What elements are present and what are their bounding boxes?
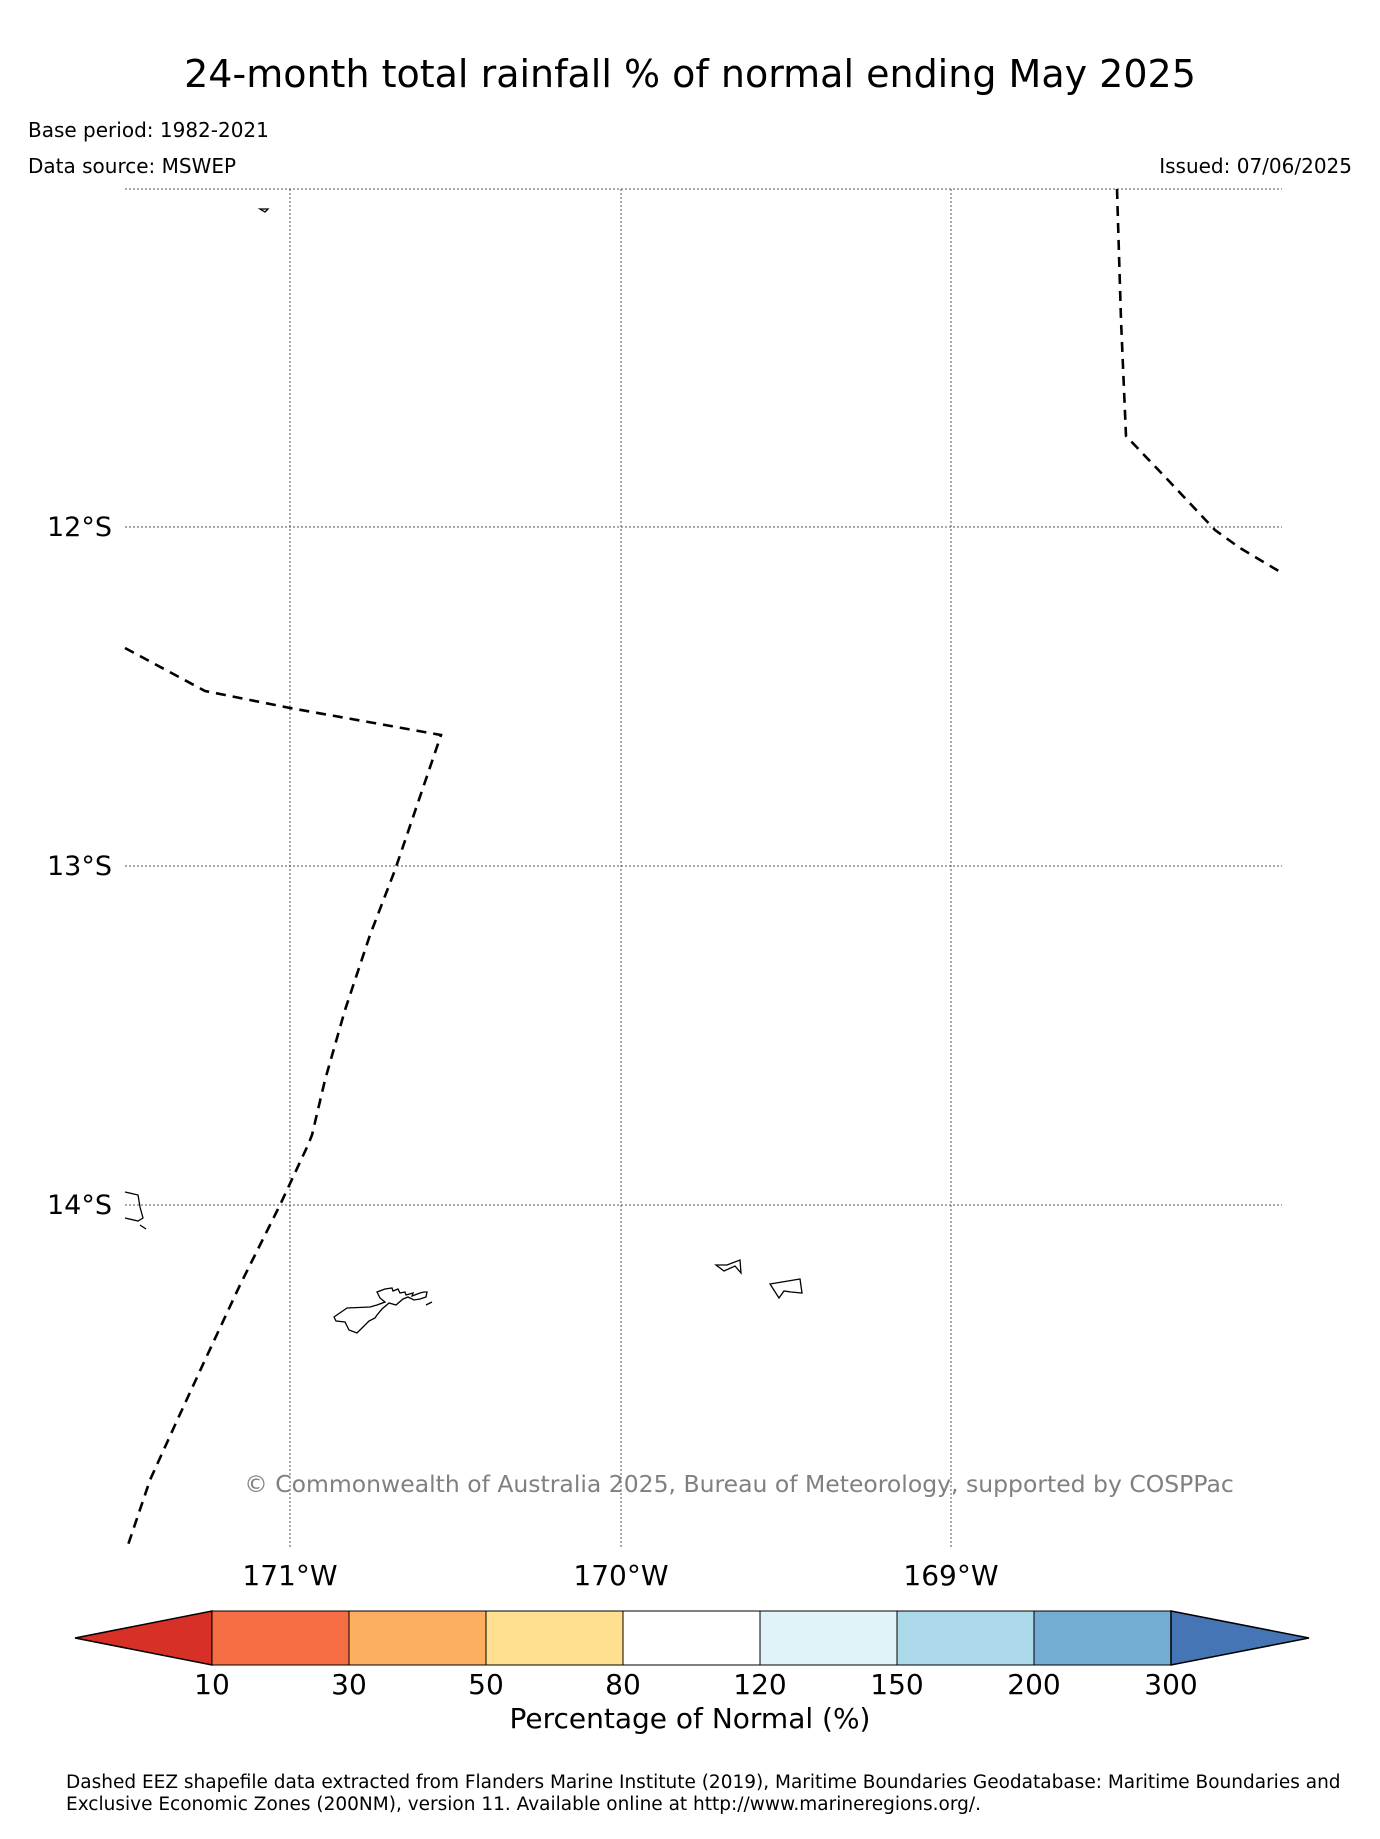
islands — [124, 208, 803, 1334]
colorbar — [74, 1610, 1310, 1666]
colorbar-tick-150: 150 — [870, 1668, 924, 1701]
island-tau — [768, 1278, 803, 1300]
colorbar-tick-10: 10 — [194, 1668, 230, 1701]
island-swains — [257, 208, 270, 213]
colorbar-title: Percentage of Normal (%) — [509, 1702, 871, 1735]
colorbar-tick-200: 200 — [1007, 1668, 1061, 1701]
colorbar-bin-200-300 — [1033, 1610, 1172, 1666]
colorbar-bin-50-80 — [485, 1610, 624, 1666]
colorbar-tick-50: 50 — [468, 1668, 504, 1701]
eez-boundary-west — [124, 646, 443, 1546]
data-source: Data source: MSWEP — [28, 154, 237, 178]
colorbar-bin-150-200 — [896, 1610, 1035, 1666]
lat-label-14s: 14°S — [47, 1190, 112, 1221]
colorbar-bin-120-150 — [759, 1610, 898, 1666]
island-tutuila — [333, 1287, 428, 1334]
lat-label-12s: 12°S — [47, 512, 112, 543]
colorbar-bin-10-30 — [211, 1610, 350, 1666]
lon-gridlines — [289, 189, 952, 1548]
eez-boundaries — [124, 188, 1283, 1546]
lon-label-170w: 170°W — [573, 1559, 668, 1592]
colorbar-extend-low — [74, 1610, 213, 1666]
eez-boundary-northeast — [1115, 188, 1283, 575]
island-ofu-olosega — [714, 1259, 742, 1275]
colorbar-bin-30-50 — [348, 1610, 487, 1666]
issued-date: Issued: 07/06/2025 — [1159, 154, 1352, 178]
copyright-notice: © Commonwealth of Australia 2025, Bureau… — [244, 1470, 1234, 1498]
lon-label-169w: 169°W — [903, 1559, 998, 1592]
island-aunuu — [425, 1301, 433, 1306]
colorbar-tick-300: 300 — [1144, 1668, 1198, 1701]
colorbar-tick-120: 120 — [733, 1668, 787, 1701]
island-west-coast — [124, 1191, 144, 1222]
lat-gridlines — [125, 188, 1282, 1206]
eez-footnote: Dashed EEZ shapefile data extracted from… — [66, 1772, 1341, 1815]
island-west-coast-tail — [139, 1224, 147, 1230]
colorbar-bin-80-120 — [622, 1610, 761, 1666]
colorbar-extend-high — [1170, 1610, 1310, 1666]
colorbar-tick-30: 30 — [331, 1668, 367, 1701]
colorbar-tick-80: 80 — [605, 1668, 641, 1701]
lat-label-13s: 13°S — [47, 851, 112, 882]
map-title: 24-month total rainfall % of normal endi… — [184, 52, 1196, 96]
base-period: Base period: 1982-2021 — [28, 118, 269, 142]
lon-label-171w: 171°W — [242, 1559, 337, 1592]
